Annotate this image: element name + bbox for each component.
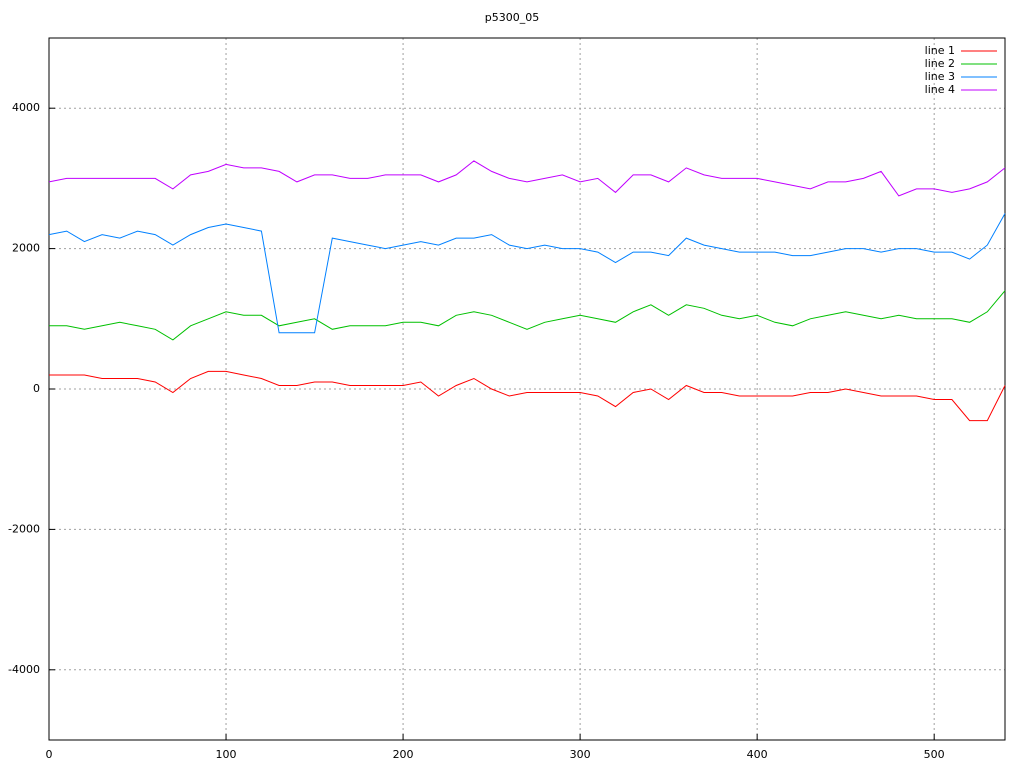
legend-label: line 2 — [925, 57, 955, 70]
plot-border — [48, 37, 1006, 741]
data-line — [48, 213, 1006, 334]
chart-title: p5300_05 — [485, 11, 539, 24]
legend-label: line 3 — [925, 70, 955, 83]
y-tick-label: -2000 — [8, 522, 40, 535]
data-line — [49, 370, 1006, 422]
x-tick-label: 500 — [924, 748, 945, 761]
data-line — [48, 160, 1006, 197]
data-line — [49, 290, 1006, 341]
x-tick-label: 400 — [747, 748, 768, 761]
y-tick-label: 4000 — [12, 101, 40, 114]
x-tick-label: 0 — [46, 748, 53, 761]
legend-label: line 4 — [925, 83, 955, 96]
legend-label: line 1 — [925, 44, 955, 57]
x-tick-label: 300 — [570, 748, 591, 761]
y-tick-label: -4000 — [8, 663, 40, 676]
y-tick-label: 2000 — [12, 242, 40, 255]
x-tick-label: 100 — [216, 748, 237, 761]
y-tick-label: 0 — [33, 382, 40, 395]
x-tick-label: 200 — [393, 748, 414, 761]
